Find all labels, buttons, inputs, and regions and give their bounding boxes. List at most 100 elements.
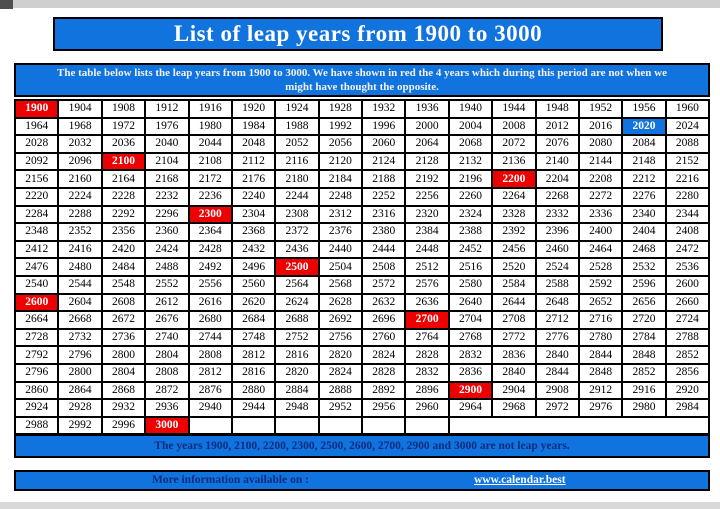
- year-cell: 2532: [623, 259, 665, 275]
- year-cell: 2168: [146, 171, 188, 187]
- year-cell: 1976: [146, 118, 188, 135]
- year-cell: 2132: [449, 153, 492, 170]
- year-cell: 2344: [666, 206, 708, 223]
- empty-cell: [319, 417, 361, 434]
- table-row: 2664 2668 2672 2676 2680 2684 2688 2692 2696 2700…: [16, 312, 708, 328]
- year-cell: 2820: [319, 347, 361, 363]
- year-cell: 2580: [449, 276, 492, 293]
- year-cell: 2100: [102, 153, 145, 170]
- year-cell: 2172: [189, 171, 231, 187]
- year-cell: 2396: [536, 224, 578, 240]
- year-cell: 2540: [16, 276, 58, 293]
- year-cell: 1996: [363, 118, 405, 135]
- year-cell: 2204: [536, 171, 578, 187]
- table-row: 2476 2480 2484 2488 2492 2496 2500 2504 2508 2512…: [16, 259, 708, 275]
- year-cell: 2860: [16, 382, 58, 399]
- info-bar: More information available on : www.cale…: [14, 470, 710, 491]
- website-link[interactable]: www.calendar.best: [474, 474, 566, 486]
- year-cell: 2992: [59, 417, 101, 434]
- year-cell: 2676: [146, 312, 188, 328]
- year-cell: 1924: [276, 101, 318, 117]
- year-cell: 2340: [623, 206, 665, 223]
- year-cell: 2844: [536, 364, 578, 381]
- year-cell: 2884: [276, 382, 318, 399]
- year-cell: 2456: [493, 241, 535, 258]
- more-info-label: More information available on :: [152, 474, 309, 486]
- year-cell: 2832: [449, 347, 492, 363]
- table-row: 2540 2544 2548 2552 2556 2560 2564 2568 2572 2576…: [16, 276, 708, 293]
- year-cell: 2816: [232, 364, 275, 381]
- year-cell: 2488: [146, 259, 188, 275]
- year-cell: 1948: [536, 101, 578, 117]
- year-cell: 2092: [16, 153, 58, 170]
- year-cell: 2036: [102, 136, 145, 152]
- year-cell: 2968: [493, 400, 535, 416]
- table-row: 2988 2992 2996 3000: [16, 417, 708, 434]
- year-cell: 2768: [449, 329, 492, 346]
- empty-area: [449, 417, 708, 434]
- year-cell: 2764: [406, 329, 448, 346]
- not-leap-years-banner: The years 1900, 2100, 2200, 2300, 2500, …: [14, 434, 710, 458]
- year-cell: 2296: [146, 206, 188, 223]
- table-row: 2728 2732 2736 2740 2744 2748 2752 2756 2760 2764…: [16, 329, 708, 346]
- year-cell: 2724: [666, 312, 708, 328]
- table-row: 2412 2416 2420 2424 2428 2432 2436 2440 2444 2448…: [16, 241, 708, 258]
- year-cell: 2600: [666, 276, 708, 293]
- year-cell: 2876: [189, 382, 231, 399]
- year-cell: 2572: [363, 276, 405, 293]
- year-cell: 2520: [493, 259, 535, 275]
- year-cell: 2900: [449, 382, 492, 399]
- year-cell: 2160: [59, 171, 101, 187]
- year-cell: 2372: [276, 224, 318, 240]
- year-cell: 2928: [59, 400, 101, 416]
- year-cell: 2332: [536, 206, 578, 223]
- year-cell: 2808: [189, 347, 231, 363]
- year-cell: 2576: [406, 276, 448, 293]
- year-cell: 2980: [623, 400, 665, 416]
- year-cell: 2708: [493, 312, 535, 328]
- year-cell: 2236: [189, 188, 231, 205]
- year-cell: 2072: [493, 136, 535, 152]
- year-cell: 2620: [232, 294, 275, 311]
- year-cell: 2304: [232, 206, 275, 223]
- year-cell: 2224: [59, 188, 101, 205]
- year-cell: 2128: [406, 153, 448, 170]
- year-cell: 2832: [406, 364, 448, 381]
- year-cell: 2932: [102, 400, 145, 416]
- year-cell: 2316: [363, 206, 405, 223]
- year-cell: 2712: [536, 312, 578, 328]
- title-banner: List of leap years from 1900 to 3000: [53, 17, 663, 51]
- year-cell: 2856: [666, 364, 708, 381]
- year-cell: 2684: [232, 312, 275, 328]
- year-cell: 1928: [319, 101, 361, 117]
- year-cell: 2840: [493, 364, 535, 381]
- year-cell: 2208: [579, 171, 622, 187]
- year-cell: 2256: [406, 188, 448, 205]
- year-cell: 2904: [493, 382, 535, 399]
- year-cell: 2008: [493, 118, 535, 135]
- year-cell: 2536: [666, 259, 708, 275]
- year-cell: 2828: [406, 347, 448, 363]
- year-cell: 2052: [276, 136, 318, 152]
- year-cell: 2244: [276, 188, 318, 205]
- year-cell: 2352: [59, 224, 101, 240]
- year-cell: 2400: [579, 224, 622, 240]
- year-cell: 2892: [363, 382, 405, 399]
- year-cell: 2164: [102, 171, 145, 187]
- year-cell: 2844: [579, 347, 622, 363]
- year-cell: 2664: [16, 312, 58, 328]
- year-cell: 2376: [319, 224, 361, 240]
- year-cell: 2252: [363, 188, 405, 205]
- year-cell: 2112: [232, 153, 275, 170]
- year-cell: 2140: [536, 153, 578, 170]
- year-cell: 2640: [449, 294, 492, 311]
- year-cell: 2776: [536, 329, 578, 346]
- year-cell: 2024: [666, 118, 708, 135]
- year-cell: 2312: [319, 206, 361, 223]
- scan-corner-artifact: [0, 0, 13, 9]
- year-cell: 2608: [102, 294, 145, 311]
- year-cell: 2004: [449, 118, 492, 135]
- year-cell: 2916: [623, 382, 665, 399]
- year-cell: 2940: [189, 400, 231, 416]
- table-row: 2860 2864 2868 2872 2876 2880 2884 2888 2892 2896…: [16, 382, 708, 399]
